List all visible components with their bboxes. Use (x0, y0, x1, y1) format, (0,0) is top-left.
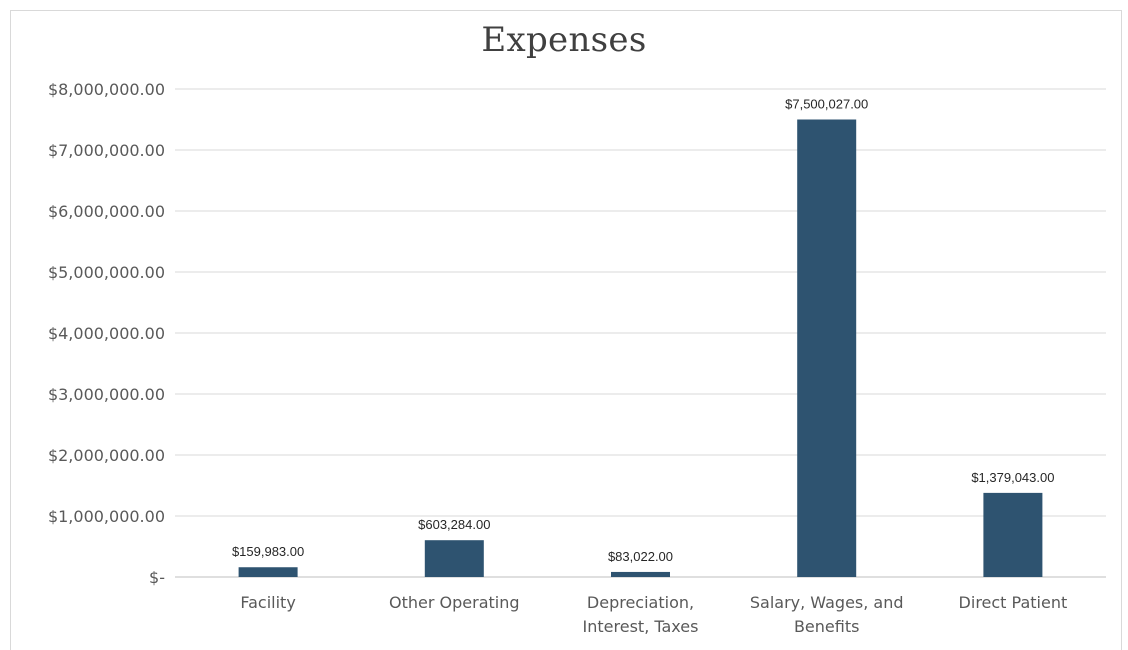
category-label: Salary, Wages, and (750, 593, 904, 612)
bar (424, 540, 484, 577)
bar (611, 571, 670, 577)
category-label: Benefits (794, 617, 860, 636)
category-label: Depreciation, (587, 593, 694, 612)
bars (238, 119, 1043, 577)
chart-frame (10, 10, 1122, 650)
y-axis-tick-labels: $- $1,000,000.00 $2,000,000.00 $3,000,000.0… (48, 80, 165, 587)
y-tick-label: $1,000,000.00 (48, 507, 165, 526)
data-label: $603,284.00 (418, 517, 490, 532)
bar (797, 119, 857, 577)
data-label: $7,500,027.00 (785, 96, 868, 111)
y-tick-label: $3,000,000.00 (48, 385, 165, 404)
data-label: $83,022.00 (608, 549, 673, 564)
y-tick-label: $6,000,000.00 (48, 202, 165, 221)
category-label: Direct Patient (959, 593, 1068, 612)
chart-title: Expenses (481, 20, 647, 60)
data-label: $159,983.00 (232, 544, 304, 559)
gridlines (175, 88, 1106, 578)
data-label: $1,379,043.00 (971, 470, 1054, 485)
x-axis-category-labels: Facility Other Operating Depreciation, Inte… (240, 593, 1067, 636)
y-tick-label: $4,000,000.00 (48, 324, 165, 343)
category-label: Other Operating (389, 593, 520, 612)
category-label: Facility (240, 593, 295, 612)
category-label: Interest, Taxes (583, 617, 699, 636)
y-tick-label: $8,000,000.00 (48, 80, 165, 99)
y-tick-label: $- (149, 568, 165, 587)
bar (983, 492, 1043, 577)
y-tick-label: $7,000,000.00 (48, 141, 165, 160)
y-tick-label: $5,000,000.00 (48, 263, 165, 282)
y-tick-label: $2,000,000.00 (48, 446, 165, 465)
bar (238, 567, 298, 577)
data-labels: $159,983.00 $603,284.00 $83,022.00 $7,500,0… (232, 96, 1055, 563)
